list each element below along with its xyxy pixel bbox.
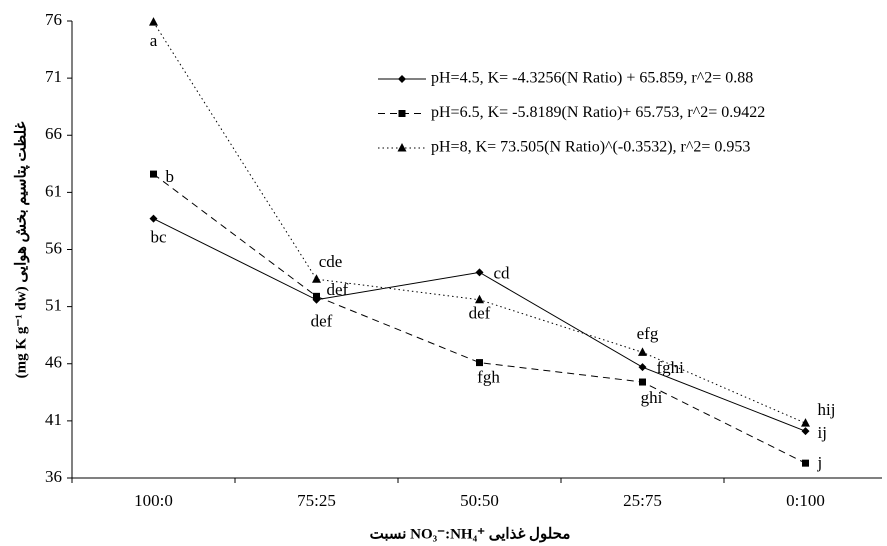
series-line bbox=[153, 218, 806, 432]
point bbox=[638, 347, 647, 356]
x-tick-label: 0:100 bbox=[786, 491, 825, 510]
point bbox=[801, 427, 810, 436]
point bbox=[476, 359, 483, 367]
y-tick-label: 36 bbox=[45, 467, 62, 486]
x-tick-label: 25:75 bbox=[623, 491, 662, 510]
point bbox=[475, 294, 484, 304]
point-label: def bbox=[311, 312, 333, 331]
point-label: a bbox=[150, 31, 158, 50]
x-tick-label: 50:50 bbox=[460, 491, 499, 510]
y-tick-label: 41 bbox=[45, 410, 62, 429]
point-label: def bbox=[327, 280, 349, 299]
point bbox=[801, 418, 810, 427]
point-label: ghi bbox=[641, 388, 663, 407]
point bbox=[398, 75, 406, 83]
y-tick-label: 71 bbox=[45, 67, 62, 86]
point bbox=[150, 170, 157, 178]
y-axis-title: (mg K g⁻¹ dw) غلظت پتاسیم بخش هوایی bbox=[13, 122, 30, 379]
point bbox=[312, 274, 321, 283]
y-tick-label: 46 bbox=[45, 353, 62, 372]
legend-text: pH=4.5, K= -4.3256(N Ratio) + 65.859, r^… bbox=[431, 70, 753, 87]
point bbox=[638, 363, 647, 372]
point-label: j bbox=[817, 453, 823, 472]
x-tick-label: 100:0 bbox=[134, 491, 173, 510]
point bbox=[475, 268, 484, 277]
y-tick-label: 56 bbox=[45, 238, 62, 257]
y-tick-label: 66 bbox=[45, 124, 62, 143]
y-tick-label: 76 bbox=[45, 10, 62, 29]
point bbox=[639, 378, 646, 386]
point-label: ij bbox=[818, 423, 827, 442]
point-label: cde bbox=[319, 252, 343, 271]
point bbox=[149, 214, 158, 223]
legend-text: pH=8, K= 73.505(N Ratio)^(-0.3532), r^2=… bbox=[431, 139, 750, 156]
point-label: fgh bbox=[477, 368, 500, 387]
y-tick-label: 51 bbox=[45, 296, 62, 315]
point-label: bc bbox=[150, 228, 167, 247]
point-label: hij bbox=[818, 400, 836, 419]
point bbox=[313, 292, 320, 300]
point-label: fghi bbox=[657, 358, 685, 377]
legend-text: pH=6.5, K= -5.8189(N Ratio)+ 65.753, r^2… bbox=[431, 104, 765, 121]
x-axis-title: نسبت NO₃⁻:NH₄⁺ محلول غذایی bbox=[370, 526, 571, 542]
point bbox=[397, 143, 407, 152]
series-line bbox=[153, 173, 806, 464]
point bbox=[398, 110, 406, 117]
point-label: efg bbox=[637, 324, 659, 343]
point bbox=[149, 17, 158, 26]
point-label: cd bbox=[494, 263, 511, 282]
point-label: b bbox=[166, 167, 175, 186]
x-tick-label: 75:25 bbox=[297, 491, 336, 510]
point-label: def bbox=[469, 304, 491, 323]
point bbox=[802, 459, 809, 467]
y-tick-label: 61 bbox=[45, 181, 62, 200]
